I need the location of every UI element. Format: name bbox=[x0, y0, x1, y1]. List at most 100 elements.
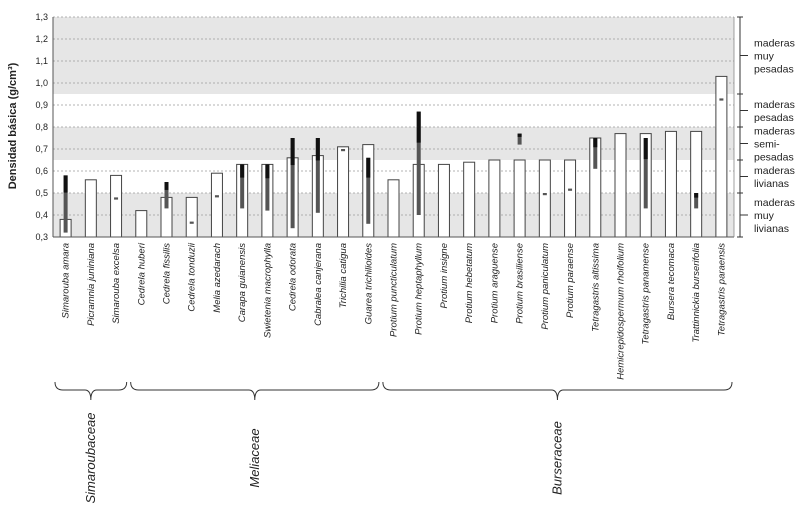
y-axis-label: Densidad básica (g/cm³) bbox=[7, 62, 19, 189]
y-tick-label: 1,3 bbox=[35, 12, 48, 22]
y-tick-label: 0,5 bbox=[35, 188, 48, 198]
y-tick-label: 1,2 bbox=[35, 34, 48, 44]
family-label: Simaroubaceae bbox=[83, 412, 98, 503]
range-whisker-top bbox=[290, 138, 295, 166]
species-label: Tetragastris altissima bbox=[590, 243, 601, 332]
range-whisker bbox=[341, 149, 346, 152]
range-whiskers bbox=[63, 98, 724, 233]
family-brace bbox=[382, 381, 733, 401]
species-label: Protium paraense bbox=[565, 243, 576, 318]
species-label: Tetragastris panamense bbox=[641, 243, 652, 345]
density-class-label: maderas bbox=[754, 165, 795, 177]
range-whisker-top bbox=[63, 175, 68, 193]
density-class-label: livianas bbox=[754, 223, 789, 235]
species-label: Protium paniculatum bbox=[540, 243, 551, 330]
range-whisker-top bbox=[517, 133, 522, 137]
density-class-label: maderas bbox=[754, 126, 795, 138]
density-class-labels: maderasmuylivianasmaderaslivianasmaderas… bbox=[737, 16, 795, 238]
species-label: Guarea trichilioides bbox=[363, 243, 374, 325]
density-class-label: maderas bbox=[754, 99, 795, 111]
family-brace bbox=[130, 381, 380, 401]
bar bbox=[387, 179, 400, 238]
range-whisker bbox=[416, 111, 421, 215]
range-whisker bbox=[568, 188, 573, 191]
range-whisker bbox=[240, 164, 245, 209]
bar bbox=[538, 159, 551, 238]
y-tick-label: 0,8 bbox=[35, 122, 48, 132]
axes bbox=[52, 17, 735, 238]
range-whisker bbox=[366, 157, 371, 224]
species-label: Carapa guianensis bbox=[237, 243, 248, 322]
species-label: Protium heptaphyllum bbox=[414, 243, 425, 335]
bar bbox=[437, 163, 450, 238]
density-class-label: maderas bbox=[754, 38, 795, 50]
species-label: Protium insigne bbox=[439, 243, 450, 308]
density-band bbox=[53, 17, 734, 94]
species-labels: Simarouba amara Picramnia juniniana Simaro… bbox=[61, 242, 728, 380]
range-whisker-top bbox=[416, 111, 421, 143]
density-class-label: muy bbox=[754, 210, 775, 222]
bar bbox=[185, 196, 198, 238]
species-label: Cedrela tonduzii bbox=[187, 242, 198, 312]
bar bbox=[564, 159, 577, 238]
species-label: Cabralea canjerana bbox=[313, 243, 324, 326]
y-tick-label: 1,1 bbox=[35, 56, 48, 66]
species-label: Melia azedarach bbox=[212, 243, 223, 313]
range-whisker-top bbox=[643, 138, 648, 160]
range-whisker bbox=[315, 138, 320, 213]
bar bbox=[110, 174, 123, 238]
density-class-label: pesadas bbox=[754, 112, 794, 124]
y-tick-label: 1,0 bbox=[35, 78, 48, 88]
range-whisker bbox=[164, 182, 169, 209]
range-whisker-top bbox=[694, 193, 699, 198]
species-label: Trattinnickia burserifolia bbox=[691, 243, 702, 343]
y-tick-label: 0,7 bbox=[35, 144, 48, 154]
y-tick-label: 0,4 bbox=[35, 210, 48, 220]
range-whisker bbox=[719, 98, 724, 101]
range-whisker bbox=[643, 138, 648, 209]
range-whisker bbox=[694, 193, 699, 209]
bar bbox=[690, 130, 703, 238]
species-label: Bursera tecomaca bbox=[666, 243, 677, 320]
density-class-label: muy bbox=[754, 51, 775, 63]
range-whisker-top bbox=[593, 138, 598, 148]
density-class-label: maderas bbox=[754, 197, 795, 209]
species-label: Picramnia juniniana bbox=[86, 243, 97, 326]
species-label: Tetragastris paraensis bbox=[716, 243, 727, 336]
species-label: Swietenia macrophylla bbox=[262, 243, 273, 338]
bar bbox=[614, 133, 627, 238]
species-label: Simarouba amara bbox=[61, 243, 72, 319]
density-band bbox=[53, 127, 734, 160]
range-whisker bbox=[265, 164, 270, 211]
y-tick-label: 0,3 bbox=[35, 232, 48, 242]
bar bbox=[488, 159, 501, 238]
density-class-label: livianas bbox=[754, 178, 789, 190]
bar bbox=[210, 172, 223, 238]
species-label: Cedrela fissilis bbox=[162, 243, 173, 304]
species-label: Protium hebetatum bbox=[464, 243, 475, 323]
family-label: Burseraceae bbox=[549, 421, 564, 495]
density-class-label: semi- bbox=[754, 139, 780, 151]
bar bbox=[84, 179, 97, 238]
bar bbox=[135, 210, 148, 238]
y-tick-labels: 0,3 0,4 0,5 0,6 0,7 0,8 0,9 1,0 1,1 1,2 1,3 bbox=[35, 12, 48, 242]
bar bbox=[664, 130, 677, 238]
species-label: Simarouba excelsa bbox=[111, 243, 122, 324]
range-whisker bbox=[114, 197, 119, 200]
range-whisker-top bbox=[315, 138, 320, 161]
range-whisker bbox=[517, 133, 522, 145]
species-label: Cedrela odorata bbox=[288, 243, 299, 311]
range-whisker bbox=[63, 175, 68, 233]
species-label: Protium araguense bbox=[489, 243, 500, 323]
bar bbox=[463, 161, 476, 238]
species-label: Protium brasiliense bbox=[515, 243, 526, 324]
species-label: Hemicrepidospermum rhoifolium bbox=[616, 243, 627, 380]
family-label: Meliaceae bbox=[247, 428, 262, 487]
family-braces: Simaroubaceae Meliaceae Burseraceae bbox=[54, 381, 733, 504]
range-whisker bbox=[542, 193, 547, 196]
bar bbox=[337, 146, 350, 238]
range-whisker bbox=[214, 195, 219, 198]
range-whisker-top bbox=[265, 164, 270, 179]
range-whisker bbox=[593, 138, 598, 169]
